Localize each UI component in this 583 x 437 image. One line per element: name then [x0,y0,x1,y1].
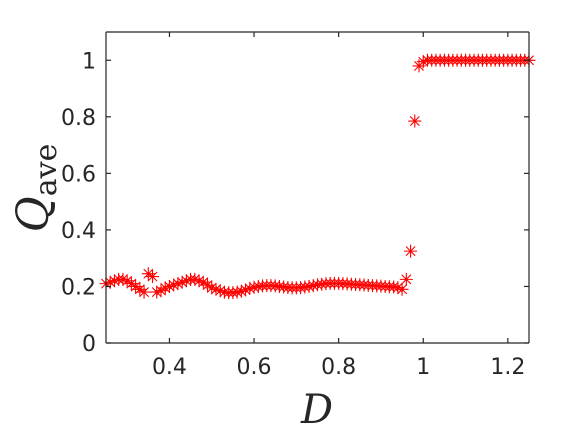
y-axis-label-main: Q [8,196,59,232]
data-point-0-1 [103,275,117,289]
data-point-0-31 [230,285,244,299]
data-point-0-51 [315,277,329,291]
x-axis-label: D [300,387,333,433]
y-tick-label-3: 0.6 [61,162,96,187]
data-point-0-49 [306,279,320,293]
data-point-0-50 [311,278,324,292]
data-point-0-68 [387,280,401,294]
data-point-0-12 [150,285,164,299]
x-tick-label-4: 1.2 [490,355,525,380]
x-tick-label-3: 1 [416,355,430,380]
data-point-0-27 [213,284,227,298]
data-point-0-7 [129,279,143,293]
data-point-0-72 [404,244,418,258]
data-point-0-46 [294,281,308,295]
data-point-0-14 [158,281,172,295]
x-tick-label-2: 0.8 [321,355,356,380]
data-point-0-36 [251,279,265,293]
plot-area [106,32,529,343]
x-tick-label-0: 0.4 [152,355,187,380]
data-point-0-11 [146,270,160,284]
y-tick-label-5: 1 [82,49,96,74]
data-point-0-2 [107,274,121,288]
data-point-0-4 [116,272,130,286]
data-point-0-26 [209,282,223,296]
data-point-0-33 [239,283,253,297]
axis-ticks [106,32,529,344]
y-tick-label-2: 0.4 [61,219,96,244]
data-point-0-6 [124,277,138,291]
data-point-0-8 [133,282,147,296]
data-point-0-70 [395,282,409,296]
data-point-0-18 [175,275,189,289]
data-point-0-21 [188,272,202,286]
data-point-0-24 [201,278,215,292]
data-point-0-10 [141,267,155,281]
data-point-0-30 [226,286,240,300]
data-point-0-47 [298,280,312,294]
data-point-0-75 [416,55,430,69]
data-point-0-35 [247,280,261,294]
data-point-0-22 [192,274,206,288]
data-point-0-40 [268,279,282,293]
data-point-0-13 [154,284,168,298]
data-point-0-32 [234,284,248,298]
data-point-0-9 [137,285,151,299]
data-point-0-17 [171,277,185,291]
data-point-0-71 [399,272,413,286]
x-tick-label-1: 0.6 [237,355,272,380]
data-point-0-15 [162,279,176,293]
data-point-0-5 [120,274,134,288]
data-point-0-19 [179,274,193,288]
data-point-0-23 [196,275,210,289]
data-point-0-25 [205,281,219,295]
data-point-0-42 [277,280,291,294]
data-point-0-73 [408,114,422,128]
y-tick-label-4: 0.8 [61,106,96,131]
data-point-0-34 [243,281,257,295]
data-point-0-16 [167,278,181,292]
tick-labels: 0.4 0.6 0.8 1 1.2 0 0.2 0.4 0.6 0.8 1 [61,49,525,380]
data-points [99,53,536,300]
y-tick-label-1: 0.2 [61,275,96,300]
data-point-0-28 [217,285,231,299]
y-tick-label-0: 0 [82,332,96,357]
y-axis-label: Qave [8,144,64,233]
data-point-0-69 [391,281,405,295]
data-point-0-41 [272,279,286,293]
data-point-0-48 [302,279,316,293]
y-axis-label-subscript: ave [29,144,64,197]
